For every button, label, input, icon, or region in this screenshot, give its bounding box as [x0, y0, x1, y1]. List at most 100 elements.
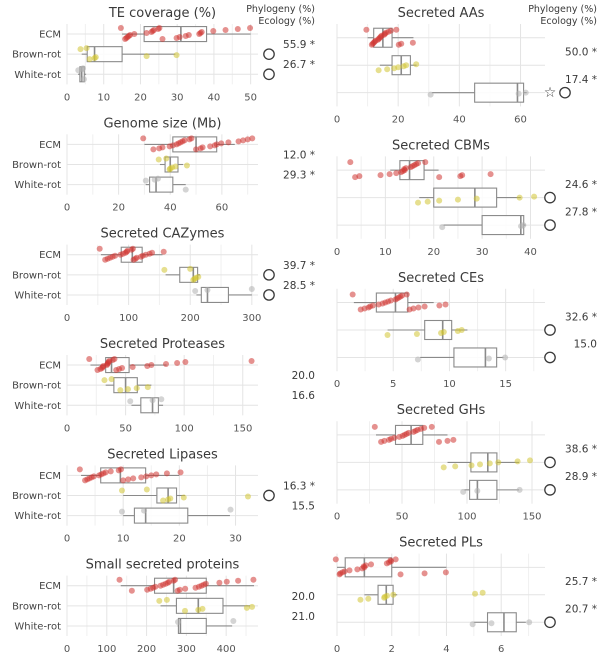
data-point — [124, 386, 131, 393]
data-point — [403, 291, 410, 298]
data-point — [384, 66, 391, 73]
x-tick-label: 50 — [396, 512, 409, 523]
x-tick-label: 20 — [427, 247, 440, 258]
panel-secreted-proteases: Secreted Proteases ECM Brown-rot White-rot0… — [12, 337, 315, 434]
data-point — [223, 578, 230, 585]
data-point — [421, 424, 428, 431]
data-point — [415, 199, 422, 206]
data-point — [193, 146, 200, 153]
x-tick-label: 40 — [524, 247, 537, 258]
phylogeny-value: 38.6 * — [565, 444, 597, 456]
significance-circle — [263, 268, 275, 281]
data-point — [384, 332, 391, 338]
data-point — [469, 621, 476, 628]
data-point — [117, 466, 124, 473]
data-point — [384, 592, 391, 599]
box-1 — [433, 187, 498, 208]
x-tick-label: 400 — [217, 644, 236, 655]
data-point — [177, 469, 184, 476]
data-point — [454, 196, 461, 203]
x-tick-label: 200 — [137, 644, 156, 655]
significance-circle — [263, 289, 275, 301]
phylogeny-value: 32.6 * — [565, 311, 597, 323]
data-point — [181, 607, 188, 614]
data-point — [143, 473, 150, 480]
data-point — [199, 605, 206, 612]
data-point — [119, 365, 126, 372]
panel-secreted-ces: Secreted CEs 0 5 10 15 32.6 * 15.0 — [334, 271, 597, 390]
data-point — [375, 67, 382, 74]
x-tick-label: 20 — [392, 114, 405, 125]
data-point — [479, 589, 486, 596]
data-point — [421, 570, 428, 577]
data-point — [90, 473, 97, 480]
ecology-value: 28.9 * — [565, 471, 597, 483]
data-point — [173, 52, 180, 59]
x-tick-label: 0 — [334, 247, 340, 258]
significance-circle — [544, 616, 556, 629]
x-tick-label: 0 — [334, 512, 340, 523]
data-point — [515, 90, 522, 97]
data-point — [187, 265, 194, 272]
data-point — [172, 163, 179, 170]
panel-title: Genome size (Mb) — [103, 116, 221, 131]
phylogeny-value: 20.0 — [292, 591, 315, 603]
data-point — [188, 135, 195, 142]
data-point — [204, 286, 211, 293]
significance-circle — [263, 489, 275, 502]
box-1 — [470, 452, 498, 473]
data-point — [459, 172, 466, 179]
data-point — [526, 619, 533, 626]
data-point — [363, 26, 370, 33]
data-point — [450, 436, 457, 443]
x-tick-label: 0 — [64, 92, 70, 103]
x-tick-label: 20 — [134, 92, 147, 103]
data-point — [248, 285, 255, 292]
row-label: ECM — [39, 581, 61, 592]
data-point — [225, 139, 232, 146]
data-point — [387, 27, 394, 34]
x-tick-label: 0 — [64, 203, 70, 214]
data-point — [371, 423, 378, 430]
data-point — [83, 45, 90, 52]
x-tick-label: 200 — [181, 313, 200, 324]
x-tick-label: 50 — [244, 92, 257, 103]
data-point — [80, 65, 87, 72]
data-point — [349, 291, 356, 298]
data-point — [207, 143, 214, 150]
data-point — [127, 398, 134, 405]
data-point — [142, 177, 149, 184]
data-point — [442, 569, 449, 576]
phylogeny-header: Phylogeny (%) — [246, 4, 315, 15]
x-tick-label: 15 — [499, 379, 512, 390]
data-point — [516, 194, 523, 201]
x-tick-label: 2 — [389, 644, 395, 655]
data-point — [108, 376, 115, 383]
data-point — [436, 174, 443, 181]
data-point — [152, 583, 159, 590]
data-point — [131, 31, 138, 38]
box-2 — [133, 507, 189, 524]
x-tick-label: 50 — [119, 423, 132, 434]
data-point — [234, 26, 241, 33]
phylogeny-header: Phylogeny (%) — [528, 4, 597, 15]
data-point — [230, 617, 237, 624]
row-label: White-rot — [14, 290, 61, 301]
data-point — [436, 438, 442, 445]
data-point — [413, 331, 420, 337]
significance-circle — [544, 324, 556, 336]
data-point — [354, 566, 361, 573]
x-tick-label: 0 — [334, 379, 340, 390]
ecology-value: 17.4 * — [565, 74, 597, 86]
data-point — [381, 437, 388, 444]
data-point — [240, 137, 247, 144]
data-point — [368, 561, 375, 568]
panel-secreted-cbms: Secreted CBMs 0 10 20 30 40 24.6 * 27.8 * — [334, 138, 597, 257]
panel-secreted-ghs: Secreted GHs 0 50 100 150 38.6 * 28.9 * — [334, 403, 597, 522]
panel-title: TE coverage (%) — [108, 6, 216, 21]
data-point — [167, 495, 174, 502]
significance-circle — [544, 456, 556, 469]
data-point — [514, 458, 521, 465]
data-point — [248, 358, 255, 365]
box-2 — [469, 479, 498, 500]
